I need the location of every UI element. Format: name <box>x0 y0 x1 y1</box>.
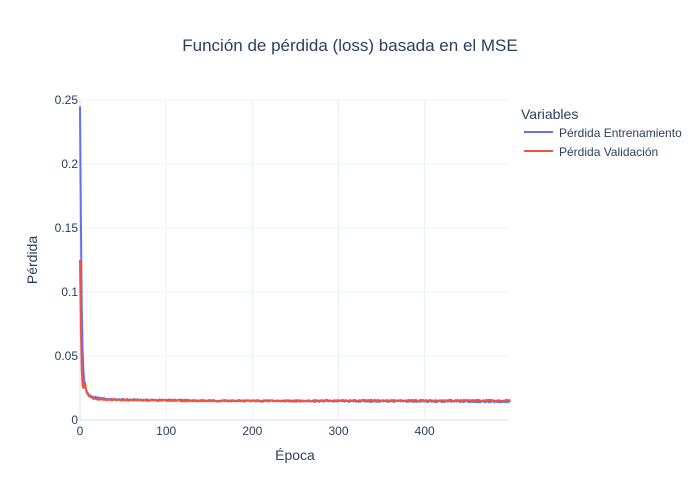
legend-item-training[interactable]: Pérdida Entrenamiento <box>524 126 682 140</box>
x-tick-label: 200 <box>242 424 262 438</box>
y-tick-label: 0.1 <box>61 285 78 299</box>
y-axis-title: Pérdida <box>24 236 40 284</box>
y-tick-label: 0.25 <box>55 93 79 107</box>
y-tick-label: 0.15 <box>55 221 79 235</box>
series-layer <box>79 106 511 404</box>
x-axis-title: Época <box>275 447 315 463</box>
x-tick-label: 100 <box>156 424 176 438</box>
legend-label-validation: Pérdida Validación <box>559 145 658 159</box>
legend-label-training: Pérdida Entrenamiento <box>559 126 682 140</box>
x-tick-label: 0 <box>77 424 84 438</box>
y-tick-label: 0 <box>71 413 78 427</box>
legend-title: Variables <box>521 106 578 122</box>
series-line-validation[interactable] <box>79 259 511 403</box>
axis-layer: 0 0.05 0.1 0.15 0.2 0.25 0 100 200 300 400 <box>55 93 435 438</box>
legend: Variables Pérdida Entrenamiento Pérdida … <box>521 106 682 159</box>
y-tick-label: 0.2 <box>61 157 78 171</box>
legend-item-validation[interactable]: Pérdida Validación <box>524 145 658 159</box>
x-tick-label: 300 <box>329 424 349 438</box>
chart-title: Función de pérdida (loss) basada en el M… <box>182 36 517 55</box>
x-tick-label: 400 <box>415 424 435 438</box>
y-tick-label: 0.05 <box>55 349 79 363</box>
